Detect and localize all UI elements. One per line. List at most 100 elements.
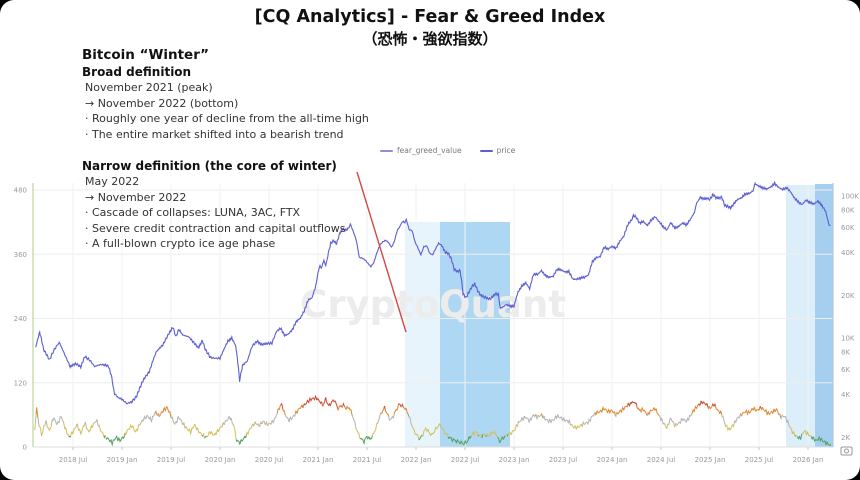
x-tick-label: 2022 Jan (401, 456, 432, 464)
fear-greed-line-segment (85, 422, 95, 433)
x-tick-label: 2018 Jul (59, 456, 88, 464)
fear-greed-line-segment (202, 432, 206, 439)
annotation-line: → November 2022 (85, 190, 187, 204)
fear-greed-line-segment (158, 414, 161, 418)
annotation-subheading: Broad definition (82, 65, 192, 79)
fear-greed-line-segment (739, 413, 742, 417)
fear-greed-line-segment (376, 412, 381, 424)
right-axis-tick-label: 4K (841, 391, 850, 399)
fear-greed-line-segment (581, 423, 584, 428)
fear-greed-line-segment (282, 409, 286, 416)
fear-greed-line-segment (322, 404, 324, 407)
fear-greed-line-segment (675, 424, 678, 427)
fear-greed-line-segment (76, 423, 79, 428)
fear-greed-line-segment (124, 423, 140, 436)
fear-greed-line-segment (741, 413, 743, 417)
fear-greed-line-segment (341, 404, 344, 408)
fear-greed-line-segment (408, 416, 413, 426)
fear-greed-line-segment (400, 405, 403, 408)
fear-greed-line-segment (359, 435, 373, 446)
fear-greed-line-segment (481, 434, 484, 439)
annotation-lines: May 2022 → November 2022 · Cascade of coll… (82, 174, 345, 252)
fear-greed-line-segment (535, 413, 542, 421)
left-axis-tick-label: 0 (23, 444, 27, 452)
fear-greed-line-segment (507, 423, 519, 436)
fear-greed-line-segment (342, 402, 346, 407)
fear-greed-line-segment (254, 421, 258, 425)
right-axis-tick-label: 60K (841, 224, 855, 232)
fear-greed-line-segment (796, 433, 803, 440)
fear-greed-line-segment (384, 409, 390, 417)
fear-greed-line-segment (156, 413, 159, 417)
fear-greed-line-segment (380, 405, 386, 415)
right-axis-tick-label: 8K (841, 348, 850, 356)
fear-greed-line-segment (421, 423, 440, 438)
x-tick-label: 2024 Jan (597, 456, 628, 464)
fear-greed-line-segment (34, 423, 36, 431)
annotation-heading: Narrow definition (the core of winter) (82, 159, 337, 173)
fear-greed-line-segment (103, 435, 106, 439)
fear-greed-line-segment (344, 405, 353, 417)
fear-greed-line-segment (384, 405, 386, 410)
fear-greed-line-segment (170, 415, 176, 425)
fear-greed-line-segment (284, 413, 296, 423)
fear-greed-line-segment (294, 405, 302, 415)
fear-greed-line-segment (485, 435, 487, 437)
fear-greed-line-segment (351, 415, 357, 428)
fear-greed-line-segment (664, 423, 669, 430)
legend-item-fear-greed[interactable]: fear_greed_value (380, 146, 462, 155)
fear-greed-line-segment (478, 433, 483, 439)
fear-greed-line-segment (45, 419, 48, 427)
price-line-swatch-icon (479, 149, 493, 152)
fear-greed-line-segment (401, 403, 404, 408)
left-axis-tick-label: 360 (14, 251, 27, 259)
right-axis-tick-label: 40K (841, 249, 855, 257)
fear-greed-line-segment (205, 435, 207, 438)
chart-title-block: [CQ Analytics] - Fear & Greed Index （恐怖・… (0, 6, 860, 49)
x-tick-label: 2025 Jan (695, 456, 726, 464)
left-axis-tick-label: 120 (14, 379, 27, 387)
fear-greed-line-segment (647, 406, 660, 416)
fear-greed-line-segment (497, 435, 506, 444)
fear-greed-line-segment (175, 415, 184, 426)
x-tick-label: 2019 Jan (107, 456, 138, 464)
page-title: [CQ Analytics] - Fear & Greed Index (254, 7, 606, 27)
fear-greed-line-segment (668, 417, 675, 426)
x-tick-label: 2019 Jul (157, 456, 186, 464)
fear-greed-line-segment (270, 423, 272, 425)
fear-greed-line-segment (35, 407, 39, 419)
fear-greed-line-segment (627, 400, 638, 408)
fear-greed-line-segment (245, 423, 253, 436)
fear-greed-line-segment (636, 406, 648, 416)
x-tick-label: 2023 Jul (549, 456, 578, 464)
fear-greed-line-segment (268, 422, 272, 425)
annotation-line: · The entire market shifted into a beari… (85, 127, 344, 141)
fear-greed-line-segment (195, 425, 203, 437)
right-axis-tick-label: 80K (841, 206, 855, 214)
x-tick-label: 2025 Jul (745, 456, 774, 464)
fear-greed-line-segment (271, 413, 278, 424)
highlight-region-narrow-winter-lead-in (405, 222, 440, 447)
annotation-heading: Bitcoin “Winter” (82, 47, 209, 63)
fear-greed-line-segment (470, 430, 479, 437)
fear-greed-line-swatch-icon (380, 149, 393, 152)
fear-greed-line-segment (339, 405, 343, 408)
annotation-line: May 2022 (85, 175, 140, 188)
x-tick-label: 2022 Jul (451, 456, 480, 464)
fear-greed-line-segment (104, 434, 107, 439)
fear-greed-line-segment (711, 402, 717, 407)
fear-greed-line-segment (801, 429, 812, 437)
x-tick-label: 2024 Jul (647, 456, 676, 464)
fear-greed-line-segment (201, 435, 204, 437)
camera-icon[interactable] (840, 446, 853, 456)
fear-greed-line-segment (724, 423, 735, 432)
fear-greed-line-segment (626, 405, 629, 409)
fear-greed-line-segment (780, 414, 790, 426)
fear-greed-line-segment (411, 425, 420, 440)
annotation-line: · Roughly one year of decline from the a… (85, 112, 369, 125)
fear-greed-line-segment (517, 414, 534, 424)
legend-item-price[interactable]: price (479, 146, 515, 155)
highlight-region-recent-decline-dark (815, 184, 833, 447)
